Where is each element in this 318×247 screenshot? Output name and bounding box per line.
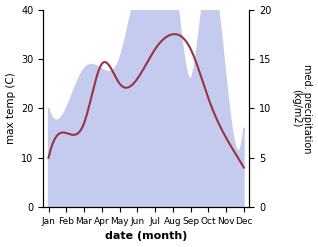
Y-axis label: max temp (C): max temp (C)	[5, 72, 16, 144]
Y-axis label: med. precipitation
(kg/m2): med. precipitation (kg/m2)	[291, 64, 313, 153]
X-axis label: date (month): date (month)	[105, 231, 187, 242]
